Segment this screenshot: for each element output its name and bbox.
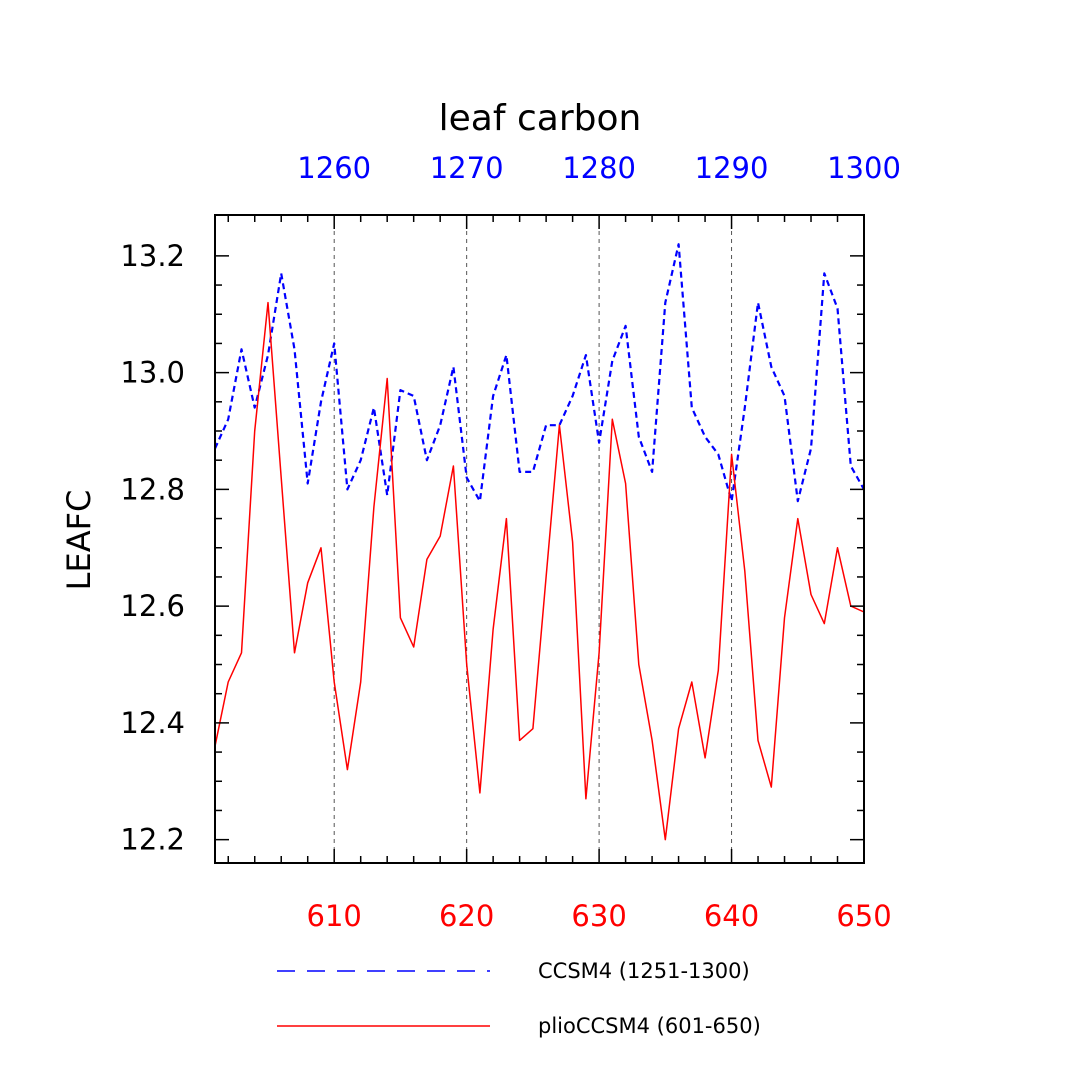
series-line-ccsm4 [215,244,864,501]
x-bottom-tick-label: 620 [439,899,494,933]
grid [334,215,731,863]
plot-series [215,244,864,839]
x-bottom-tick-label: 640 [704,899,759,933]
legend-label-ccsm4: CCSM4 (1251-1300) [538,959,750,983]
legend-label-plioccsm4: plioCCSM4 (601-650) [538,1014,761,1038]
series-line-plioccsm4 [215,303,864,840]
y-tick-label: 12.6 [120,589,185,623]
axis-ticks: 12.2 12.4 12.6 12.8 13.0 13.2 610 620 630 640 650 1… [120,151,900,933]
y-tick-label: 13.2 [120,239,185,273]
y-tick-label: 12.4 [120,706,185,740]
x-bottom-tick-label: 610 [307,899,362,933]
y-tick-label: 13.0 [120,356,185,390]
x-top-tick-label: 1290 [695,151,769,185]
x-top-tick-label: 1270 [430,151,504,185]
legend: CCSM4 (1251-1300) plioCCSM4 (601-650) [277,959,761,1038]
plot-frame [215,215,864,863]
chart-title: leaf carbon [439,98,642,139]
x-bottom-tick-label: 650 [836,899,891,933]
y-tick-label: 12.2 [120,823,185,857]
x-top-tick-label: 1300 [827,151,901,185]
y-tick-label: 12.8 [120,472,185,506]
x-bottom-tick-label: 630 [571,899,626,933]
x-top-tick-label: 1280 [562,151,636,185]
y-axis-label: LEAFC [60,490,98,591]
x-top-tick-label: 1260 [297,151,371,185]
